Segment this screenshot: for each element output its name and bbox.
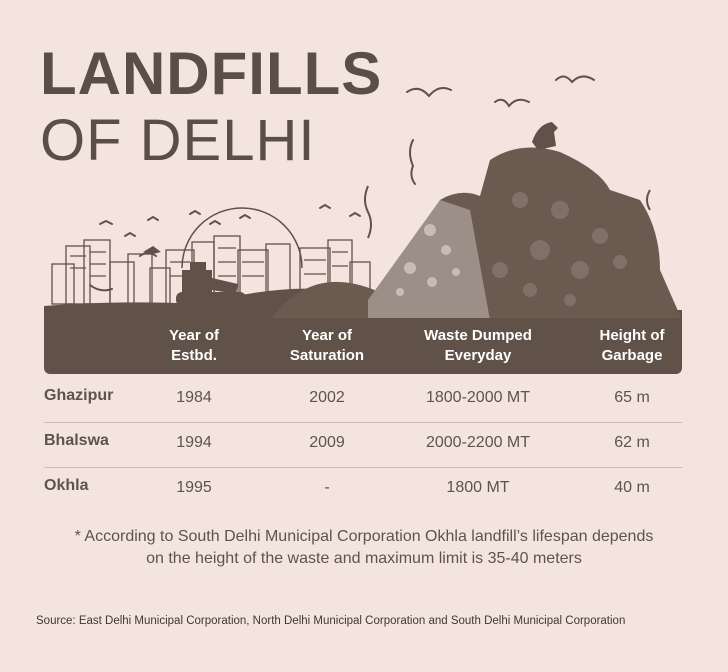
year-saturation: 2002 — [309, 389, 345, 406]
garbage-height: 65 m — [614, 389, 650, 406]
waste-dumped: 1800-2000 MT — [425, 389, 531, 406]
footnote: * According to South Delhi Municipal Cor… — [74, 528, 654, 567]
title-line-1: LANDFILLS — [40, 40, 383, 107]
source-note: Source: East Delhi Municipal Corporation… — [36, 615, 626, 627]
year-estbd: 1984 — [176, 389, 212, 406]
table-row: Ghazipur 1984 2002 1800-2000 MT 65 m — [44, 377, 682, 423]
year-estbd: 1995 — [176, 479, 212, 496]
title-line-2: OF DELHI — [40, 108, 316, 173]
table-header: Year of Estbd. Year of Saturation Waste Du… — [44, 318, 682, 374]
table-row: Bhalswa 1994 2009 2000-2200 MT 62 m — [44, 422, 682, 468]
year-saturation: 2009 — [309, 434, 345, 451]
garbage-height: 62 m — [614, 434, 650, 451]
waste-dumped: 2000-2200 MT — [425, 434, 531, 451]
landfill-name: Okhla — [44, 477, 89, 494]
table-row: Okhla 1995 - 1800 MT 40 m — [44, 467, 682, 512]
year-estbd: 1994 — [176, 434, 212, 451]
landfill-illustration — [44, 75, 682, 320]
year-saturation: - — [324, 479, 330, 496]
header-year-estbd: Year of Estbd. — [168, 327, 220, 364]
garbage-height: 40 m — [614, 479, 650, 496]
header-waste-dumped: Waste Dumped Everyday — [424, 327, 532, 364]
waste-dumped: 1800 MT — [446, 479, 510, 496]
header-height-garbage: Height of Garbage — [599, 327, 665, 364]
header-year-saturation: Year of Saturation — [289, 327, 365, 364]
landfill-name: Bhalswa — [44, 432, 109, 449]
landfill-name: Ghazipur — [44, 387, 114, 404]
